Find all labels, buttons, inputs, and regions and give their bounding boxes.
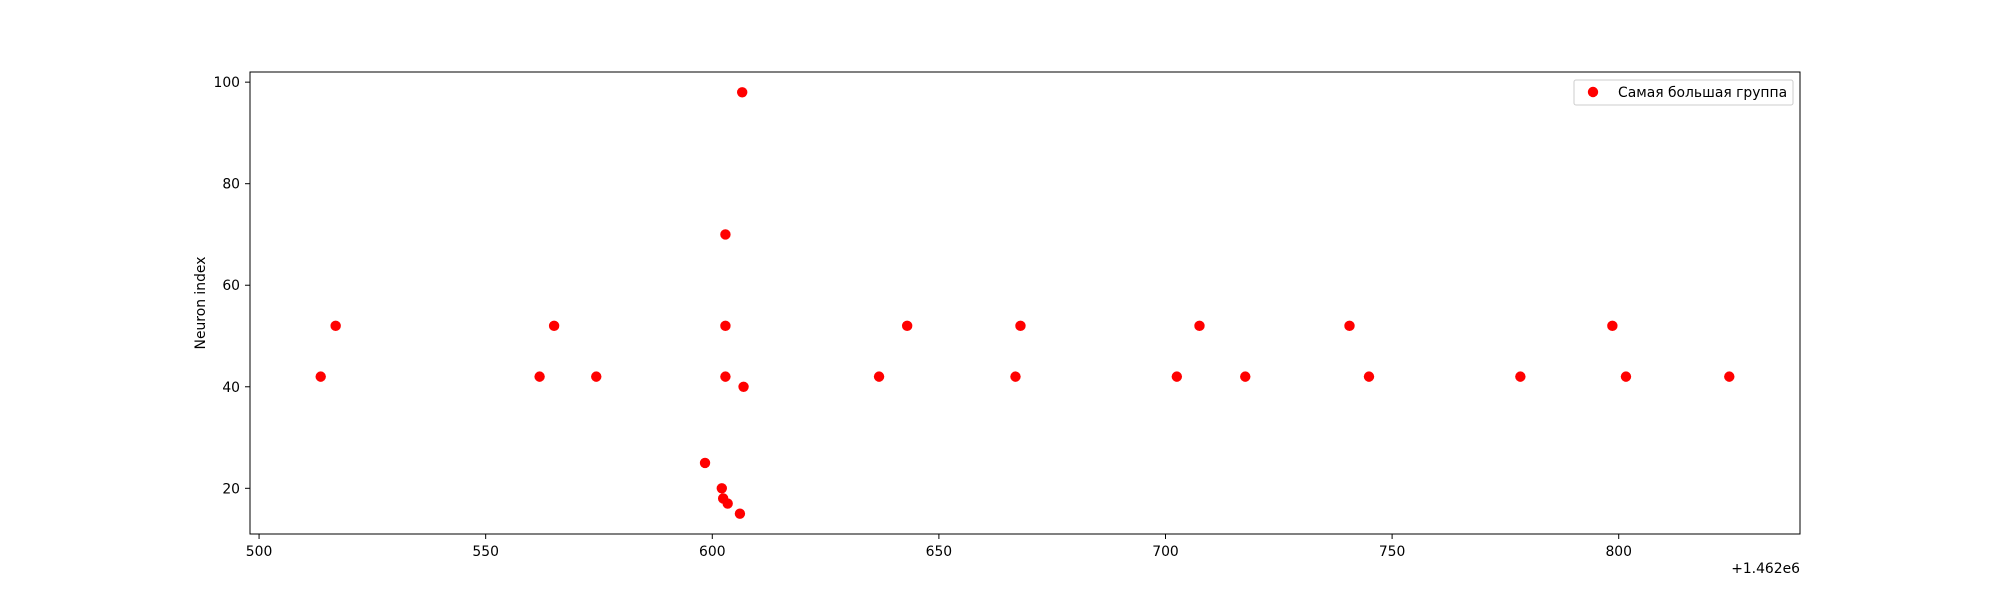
x-tick-label: 700 — [1152, 544, 1179, 560]
data-point — [1620, 371, 1632, 382]
legend-marker — [1587, 86, 1599, 98]
data-point — [534, 371, 545, 382]
y-tick-label: 40 — [222, 380, 240, 396]
legend-label: Самая большая группа — [1618, 85, 1787, 101]
data-point — [1515, 371, 1526, 382]
x-axis-offset-label: +1.462e6 — [1731, 561, 1800, 577]
data-point — [548, 320, 560, 332]
data-points — [315, 87, 1735, 519]
data-point — [1171, 371, 1183, 382]
data-point — [699, 457, 711, 469]
data-point — [591, 371, 602, 382]
data-point — [720, 320, 731, 332]
data-point — [330, 320, 341, 332]
plot-area — [249, 71, 1801, 535]
x-tick-label: 600 — [699, 544, 726, 560]
legend-box — [1573, 79, 1794, 106]
x-tick-label: 500 — [246, 544, 273, 560]
x-tick-label: 650 — [926, 544, 953, 560]
data-point — [1010, 371, 1021, 382]
y-axis-ticks: 20 40 60 80 100 — [213, 75, 250, 497]
data-point — [738, 381, 749, 392]
y-tick-label: 20 — [222, 481, 240, 497]
data-point — [720, 229, 731, 240]
y-tick-label: 60 — [222, 278, 240, 294]
data-point — [736, 87, 748, 98]
data-point — [1015, 320, 1026, 332]
data-point — [1363, 371, 1375, 382]
data-point — [1194, 320, 1205, 332]
x-tick-label: 750 — [1379, 544, 1406, 560]
data-point — [720, 371, 731, 382]
x-tick-label: 550 — [472, 544, 499, 560]
y-axis-label: Neuron index — [193, 257, 209, 350]
legend: Самая большая группа — [1573, 79, 1794, 106]
data-point — [1607, 320, 1618, 332]
data-point — [1344, 320, 1355, 332]
data-point — [901, 320, 913, 332]
data-point — [734, 508, 746, 519]
data-point — [1724, 371, 1735, 382]
data-point — [716, 483, 727, 494]
y-tick-label: 80 — [222, 177, 240, 193]
data-point — [873, 371, 885, 382]
y-tick-label: 100 — [213, 75, 240, 91]
x-tick-label: 800 — [1605, 544, 1632, 560]
data-point — [1240, 371, 1251, 382]
data-point — [315, 371, 326, 382]
data-point — [722, 498, 733, 509]
x-axis-ticks: 500 550 600 650 700 750 800 — [246, 534, 1632, 560]
